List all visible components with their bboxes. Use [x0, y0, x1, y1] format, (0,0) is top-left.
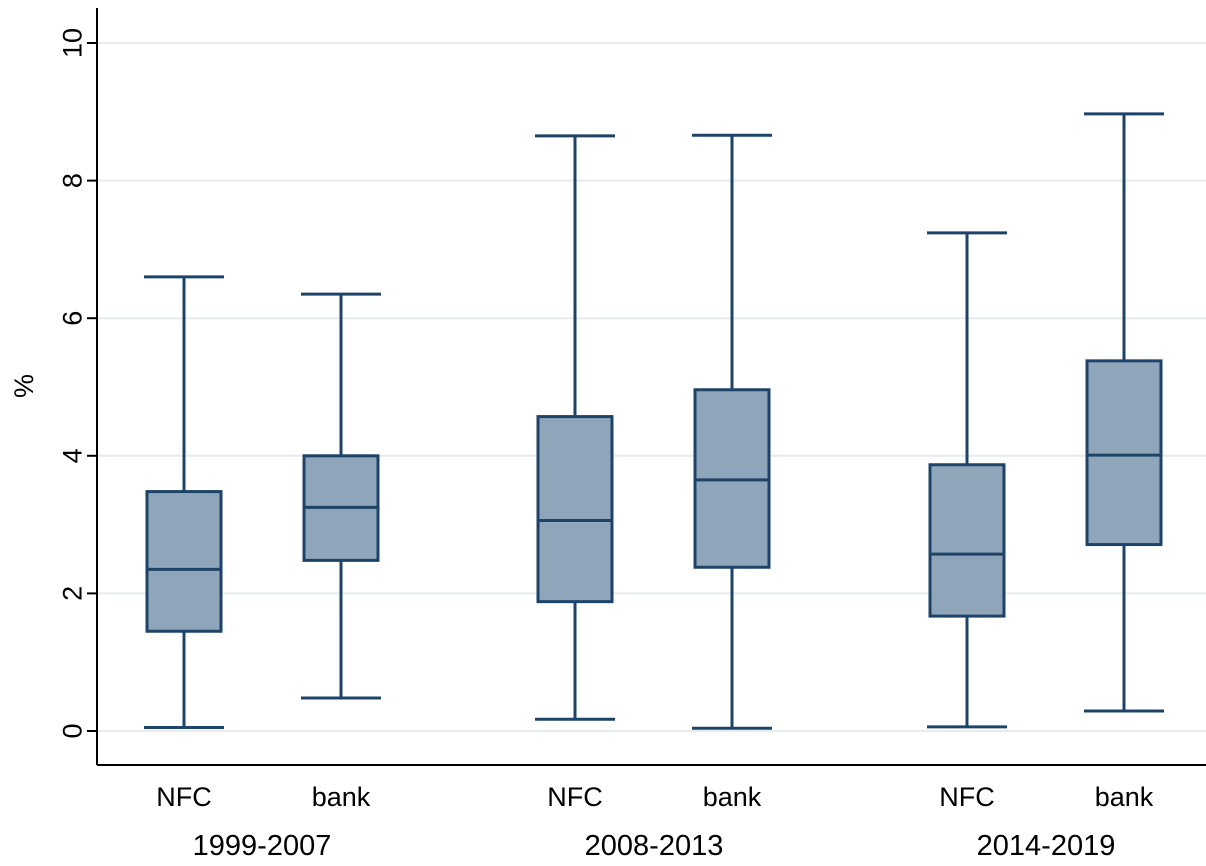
- x-category-label: NFC: [156, 782, 212, 812]
- box-2008-2013-NFC: [535, 134, 615, 721]
- box-2008-2013-bank: [692, 133, 772, 730]
- x-category-label: bank: [1095, 782, 1154, 812]
- axes: 0 2 4 6 8 10 NFC bank 1999-2007 NFC bank 2008-2013 N…: [57, 8, 1206, 862]
- x-category-label: NFC: [547, 782, 603, 812]
- x-category-label: NFC: [939, 782, 995, 812]
- iqr-box: [928, 463, 1006, 618]
- box-2014-2019-NFC: [927, 231, 1007, 729]
- y-tick-label: 0: [57, 723, 87, 738]
- box-1999-2007-bank: [301, 292, 381, 700]
- grid-lines: [97, 42, 1206, 732]
- box-2014-2019-bank: [1084, 112, 1164, 713]
- boxes: [144, 112, 1164, 730]
- x-group-label: 1999-2007: [193, 830, 332, 862]
- y-axis-title: %: [9, 374, 39, 398]
- y-tick-label: 2: [57, 586, 87, 601]
- y-tick-label: 10: [57, 28, 87, 58]
- y-tick-label: 4: [57, 448, 87, 463]
- iqr-box: [1085, 359, 1163, 547]
- x-group-label: 2008-2013: [585, 830, 724, 862]
- x-category-label: bank: [312, 782, 371, 812]
- iqr-box: [536, 415, 614, 604]
- box-1999-2007-NFC: [144, 275, 224, 730]
- iqr-box: [145, 490, 223, 633]
- y-tick-label: 8: [57, 173, 87, 188]
- x-group-label: 2014-2019: [977, 830, 1116, 862]
- y-tick-label: 6: [57, 311, 87, 326]
- x-category-label: bank: [703, 782, 762, 812]
